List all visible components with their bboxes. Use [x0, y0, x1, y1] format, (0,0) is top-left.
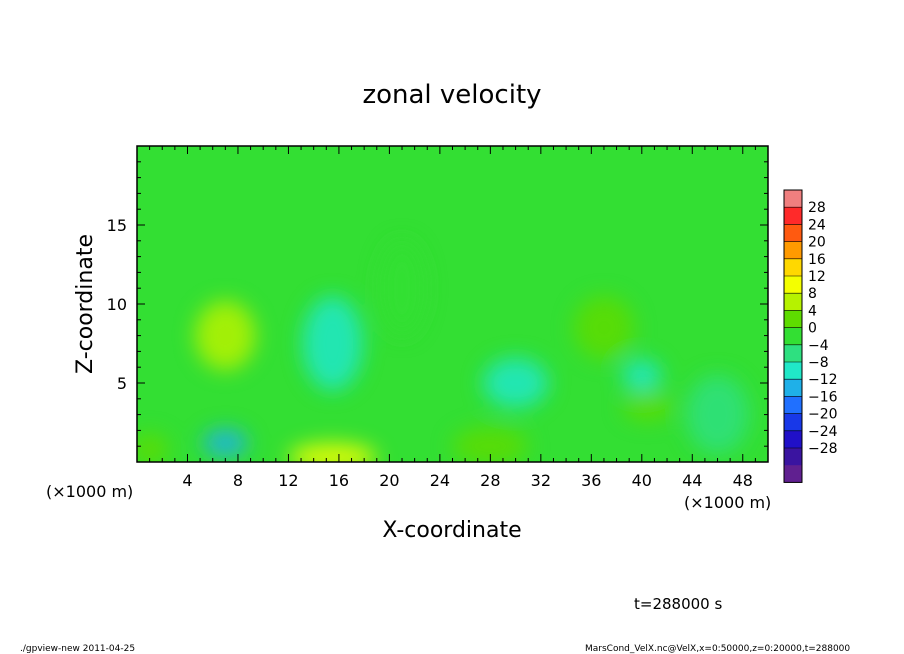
- colorbar-label: 24: [808, 217, 826, 233]
- colorbar-segment: [784, 207, 802, 225]
- x-tick-label: 36: [581, 471, 601, 490]
- x-tick-label: 12: [278, 471, 298, 490]
- colorbar-segment: [784, 362, 802, 380]
- x-tick-label: 8: [233, 471, 243, 490]
- x-tick-label: 32: [531, 471, 551, 490]
- colorbar-segment: [784, 448, 802, 466]
- colorbar-segment: [784, 379, 802, 397]
- field-feature: [195, 300, 256, 371]
- colorbar-label: −12: [808, 372, 838, 388]
- colorbar-segment: [784, 258, 802, 277]
- colorbar-label: 16: [808, 252, 826, 268]
- x-tick-label: 20: [379, 471, 399, 490]
- colorbar-label: 8: [808, 286, 817, 302]
- field-feature: [379, 240, 425, 336]
- colorbar-label: 28: [808, 200, 826, 216]
- y-tick-label: 5: [117, 374, 127, 393]
- field-feature: [622, 392, 674, 421]
- x-tick-label: 4: [182, 471, 192, 490]
- y-axis-label: Z-coordinate: [73, 234, 98, 374]
- colorbar-label: 20: [808, 235, 826, 251]
- footer-right: MarsCond_VelX.nc@VelX,x=0:50000,z=0:2000…: [585, 644, 850, 654]
- footer-left: ./gpview-new 2011-04-25: [20, 644, 135, 654]
- x-axis-unit: (×1000 m): [46, 482, 133, 501]
- field-feature: [288, 443, 377, 462]
- x-tick-label: 40: [632, 471, 652, 490]
- colorbar-segment: [784, 276, 802, 294]
- colorbar-label: 0: [808, 321, 817, 337]
- colorbar-segment: [784, 344, 802, 363]
- colorbar-label: −20: [808, 407, 838, 423]
- x-tick-label: 44: [682, 471, 702, 490]
- x-tick-label: 28: [480, 471, 500, 490]
- colorbar-segment: [784, 430, 802, 449]
- x-axis: 4 8 12 16 20 24 28 32 36 40 44 48: [149, 146, 756, 490]
- field-feature: [302, 296, 363, 391]
- field-feature: [621, 359, 662, 391]
- field-feature: [482, 357, 549, 409]
- colorbar-segment: [784, 396, 802, 414]
- x-axis-label: X-coordinate: [382, 518, 521, 543]
- colorbar-label: −16: [808, 389, 838, 405]
- colorbar-label: −8: [808, 355, 829, 371]
- chart-title: zonal velocity: [362, 80, 541, 110]
- colorbar-frame: [783, 189, 803, 483]
- x-axis-unit-right: (×1000 m): [684, 493, 771, 512]
- colorbar-label: −24: [808, 424, 838, 440]
- field-feature: [573, 296, 635, 360]
- colorbar-label: −28: [808, 441, 838, 457]
- field-feature: [452, 427, 529, 462]
- colorbar-segment: [784, 224, 802, 242]
- colorbar-segment: [784, 190, 802, 208]
- time-label: t=288000 s: [634, 595, 722, 613]
- colorbar-segment: [784, 310, 802, 328]
- y-axis: 5 10 15: [107, 161, 768, 447]
- field-feature: [202, 428, 249, 458]
- y-tick-label: 10: [107, 295, 127, 314]
- colorbar-segment: [784, 241, 802, 260]
- colorbar-label: 12: [808, 269, 826, 285]
- x-tick-label: 24: [430, 471, 450, 490]
- colorbar-label: −4: [808, 338, 829, 354]
- x-tick-label: 16: [329, 471, 349, 490]
- field-feature: [137, 433, 169, 462]
- colorbar-label: 4: [808, 303, 817, 319]
- colorbar-segment: [784, 293, 802, 311]
- x-tick-label: 48: [733, 471, 753, 490]
- colorbar-segment: [784, 413, 802, 432]
- y-tick-label: 15: [107, 216, 127, 235]
- colorbar-segment: [784, 465, 802, 483]
- colorbar-segment: [784, 327, 802, 346]
- plot-area: [137, 146, 768, 462]
- field-feature: [685, 375, 750, 455]
